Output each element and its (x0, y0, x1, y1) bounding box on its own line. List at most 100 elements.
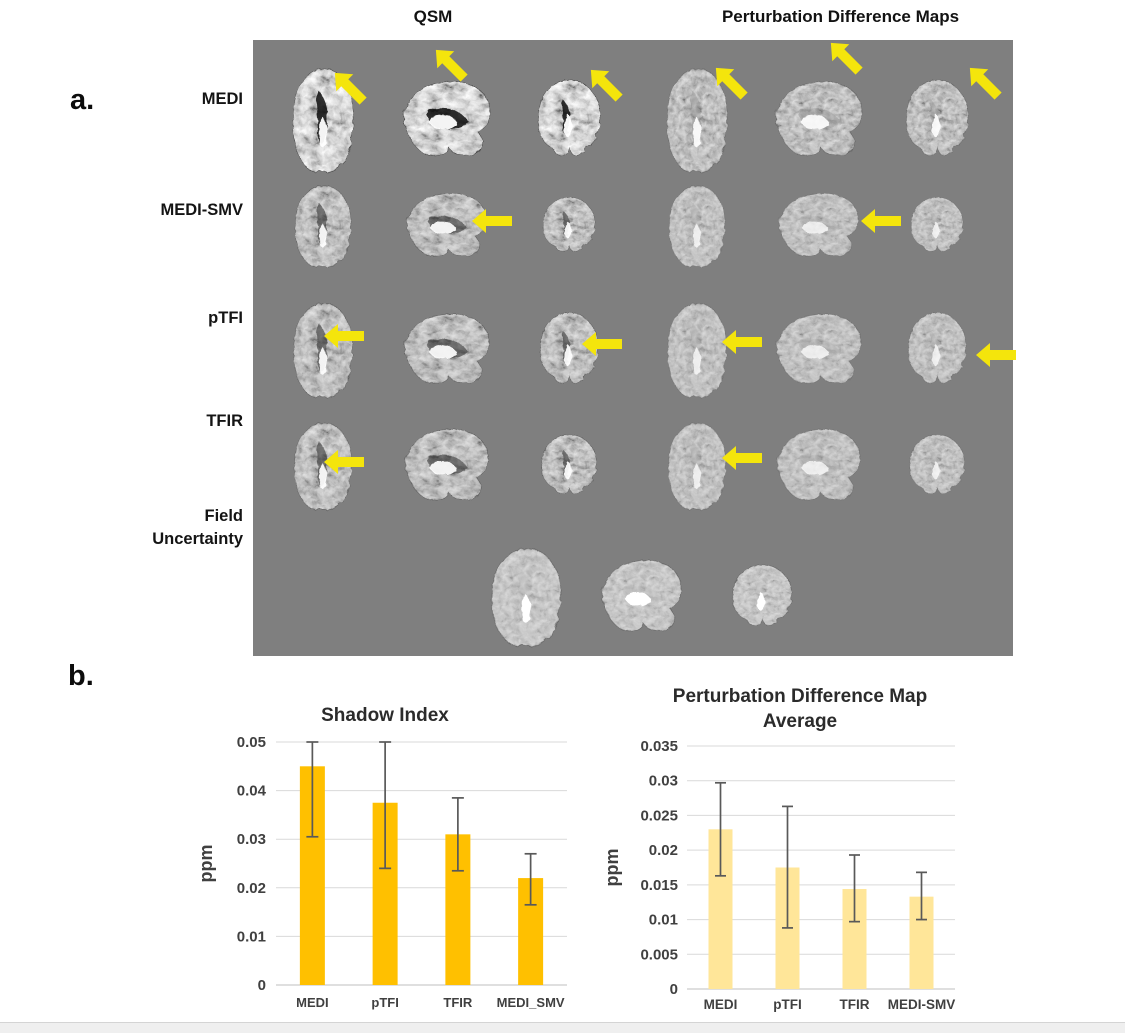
y-tick-label: 0.015 (640, 877, 678, 894)
brain-mri-thumbnail (775, 427, 860, 500)
brain-image-cell (637, 56, 755, 184)
y-axis-title: ppm (602, 849, 622, 887)
y-tick-label: 0.04 (237, 783, 267, 800)
x-category-label: pTFI (371, 995, 398, 1010)
brain-image-cell (637, 418, 762, 514)
yellow-highlight-arrow-icon (326, 64, 373, 111)
brain-mri-thumbnail (906, 310, 966, 383)
yellow-highlight-arrow-icon (324, 323, 365, 349)
brain-image-cell (757, 43, 875, 184)
brain-mri-thumbnail (291, 66, 353, 172)
brain-image-cell (385, 298, 503, 402)
qsm-column-header: QSM (413, 7, 453, 26)
brain-image-cell (757, 180, 901, 272)
pdm-column-header: Perturbation Difference Maps (721, 7, 960, 26)
brain-mri-thumbnail (403, 427, 488, 500)
shadow-index-chart: 0 0.01 0.02 0.03 0.04 0.05 MEDI pTFI TFIR MEDI_SM… (196, 735, 567, 1010)
bottom-edge-strip (0, 1022, 1125, 1033)
brain-mri-thumbnail (909, 195, 963, 252)
brain-mri-thumbnail (904, 78, 968, 156)
pdm-average-title: Perturbation Difference Map Average (600, 684, 1000, 734)
brain-mri-thumbnail (908, 433, 964, 494)
brain-image-cell (877, 298, 1017, 402)
brain-mri-thumbnail (665, 301, 727, 398)
gray-image-panel (253, 40, 1017, 656)
brain-mri-thumbnail (666, 421, 726, 510)
brain-image-cell (263, 180, 381, 272)
y-tick-label: 0.01 (237, 928, 266, 945)
y-axis-title: ppm (196, 845, 216, 883)
brain-image-cell (509, 180, 627, 272)
brain-mri-thumbnail (777, 191, 858, 256)
brain-image-cell (877, 180, 995, 272)
figure-label-a: a. (70, 84, 95, 116)
y-tick-label: 0.025 (640, 807, 678, 824)
brain-mri-thumbnail (774, 312, 860, 383)
brain-mri-thumbnail (291, 301, 353, 398)
brain-image-cell (589, 542, 689, 652)
x-category-label: MEDI-SMV (888, 997, 956, 1012)
yellow-highlight-arrow-icon (721, 329, 762, 355)
brain-image-cell (385, 180, 513, 272)
y-tick-label: 0.035 (640, 738, 678, 755)
figure-label-b: b. (68, 660, 94, 692)
brain-image-row (253, 180, 1013, 272)
brain-mri-thumbnail (402, 79, 489, 156)
brain-image-cell (715, 542, 807, 652)
yellow-highlight-arrow-icon (426, 41, 473, 88)
y-tick-label: 0.05 (237, 735, 266, 751)
brain-image-cell (509, 56, 627, 184)
brain-mri-thumbnail (489, 546, 561, 647)
y-tick-label: 0.005 (640, 946, 678, 963)
x-category-label: pTFI (773, 997, 802, 1012)
brain-mri-thumbnail (774, 79, 861, 156)
row-label-field-uncertainty: Field Uncertainty (152, 507, 243, 548)
x-category-label: MEDI_SMV (497, 995, 565, 1010)
brain-image-cell (475, 542, 575, 652)
shadow-index-title: Shadow Index (321, 705, 449, 726)
y-tick-label: 0.02 (649, 842, 678, 859)
brain-mri-thumbnail (402, 312, 488, 383)
brain-image-cell (757, 418, 875, 514)
brain-mri-thumbnail (405, 191, 486, 256)
brain-mri-thumbnail (730, 563, 792, 626)
y-tick-label: 0.03 (649, 773, 678, 790)
yellow-highlight-arrow-icon (822, 34, 869, 81)
y-tick-label: 0.01 (649, 912, 678, 929)
brain-image-cell (385, 418, 503, 514)
brain-mri-thumbnail (536, 78, 600, 156)
yellow-highlight-arrow-icon (860, 208, 901, 234)
brain-image-cell (263, 418, 381, 514)
x-category-label: TFIR (443, 995, 472, 1010)
brain-image-cell (385, 49, 503, 184)
x-category-label: MEDI (704, 997, 738, 1012)
brain-mri-thumbnail (540, 433, 596, 494)
brain-mri-thumbnail (667, 184, 725, 267)
y-tick-label: 0.03 (237, 831, 266, 848)
yellow-highlight-arrow-icon (721, 445, 762, 471)
brain-image-cell (877, 418, 995, 514)
yellow-highlight-arrow-icon (582, 331, 623, 357)
brain-image-cell (263, 298, 381, 402)
yellow-highlight-arrow-icon (581, 61, 628, 108)
x-category-label: MEDI (296, 995, 329, 1010)
brain-mri-thumbnail (292, 421, 352, 510)
yellow-highlight-arrow-icon (472, 208, 513, 234)
yellow-highlight-arrow-icon (961, 58, 1008, 105)
brain-image-cell (509, 298, 627, 402)
brain-image-cell (637, 298, 762, 402)
x-category-label: TFIR (840, 997, 870, 1012)
yellow-highlight-arrow-icon (707, 58, 754, 105)
brain-image-cell (877, 56, 1002, 184)
brain-mri-thumbnail (538, 310, 598, 383)
brain-mri-thumbnail (665, 66, 727, 172)
y-tick-label: 0 (258, 977, 266, 994)
pdm-average-chart: 0 0.005 0.01 0.015 0.02 0.025 0.03 0.035 MEDI pTF… (602, 738, 956, 1012)
brain-image-row (253, 542, 1013, 652)
yellow-highlight-arrow-icon (324, 449, 365, 475)
brain-image-cell (637, 180, 755, 272)
row-label-medi-smv: MEDI-SMV (160, 201, 244, 219)
y-tick-label: 0 (670, 981, 678, 998)
pdm-average-title-text: Perturbation Difference Map Average (672, 686, 928, 733)
